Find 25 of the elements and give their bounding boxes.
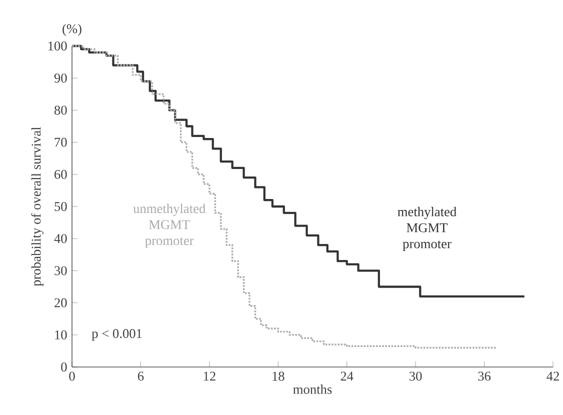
x-tick-label: 0: [69, 372, 75, 381]
y-tick-label: 90: [54, 74, 67, 83]
y-tick-label: 80: [54, 106, 67, 115]
y-tick-label: 20: [54, 298, 67, 308]
text: (%): [62, 24, 82, 36]
x-tick-label: 42: [546, 372, 559, 381]
x-tick-label: 12: [204, 372, 216, 381]
x-tick-label: 6: [138, 372, 144, 381]
y-tick-label: 0: [61, 362, 67, 372]
x-tick-label: 18: [272, 372, 284, 381]
y-tick-label: 70: [54, 138, 67, 147]
x-tick-label: 36: [478, 372, 491, 381]
y-tick-label: 10: [55, 330, 67, 340]
x-axis-title: months: [293, 384, 332, 394]
series-label: unmethylated MGMT promoter: [133, 204, 206, 248]
y-tick-label: 40: [54, 234, 67, 244]
x-tick-label: 30: [410, 372, 422, 381]
y-tick-label: 50: [54, 202, 67, 211]
x-tick-label: 24: [340, 372, 354, 381]
y-tick-label: 60: [54, 170, 67, 179]
y-axis-title: probability of overall survival: [31, 126, 44, 286]
annotation: p < 0.001: [92, 329, 142, 341]
y-tick-label: 30: [54, 266, 67, 276]
y-tick-label: 100: [48, 42, 67, 50]
text: methylated MGMT promoter: [398, 206, 456, 252]
